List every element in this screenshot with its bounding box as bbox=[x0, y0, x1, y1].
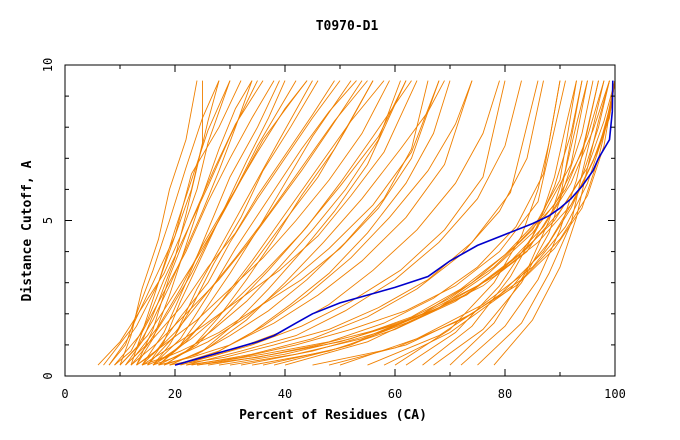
model-curve-28 bbox=[141, 80, 280, 366]
model-curve-20 bbox=[152, 80, 319, 366]
model-curve-17 bbox=[125, 80, 220, 366]
model-curve-25 bbox=[119, 80, 198, 366]
model-curve-52 bbox=[493, 80, 610, 366]
highlight-curve bbox=[174, 80, 614, 366]
model-curve-21 bbox=[158, 80, 352, 366]
model-curve-42 bbox=[240, 80, 605, 366]
model-curve-70 bbox=[196, 80, 583, 366]
tick-layer: 0 20 40 60 80 100 0 5 10 bbox=[41, 58, 626, 401]
model-curve-19 bbox=[147, 80, 286, 366]
model-curve-26 bbox=[130, 80, 231, 366]
model-curve-54 bbox=[433, 80, 594, 366]
model-curve-53 bbox=[405, 80, 583, 366]
x-tick-label-0: 0 bbox=[61, 387, 68, 401]
x-tick-label-60: 60 bbox=[388, 387, 402, 401]
model-curve-60 bbox=[108, 80, 220, 366]
x-tick-label-80: 80 bbox=[498, 387, 512, 401]
model-curve-9 bbox=[141, 80, 418, 366]
model-curve-57 bbox=[339, 80, 616, 366]
model-curve-34 bbox=[174, 80, 473, 366]
y-tick-label-5: 5 bbox=[41, 217, 55, 224]
model-curve-69 bbox=[185, 80, 566, 366]
model-curve-59 bbox=[383, 80, 616, 366]
model-curve-45 bbox=[273, 80, 616, 366]
model-curve-49 bbox=[449, 80, 588, 366]
model-curve-23 bbox=[169, 80, 407, 366]
y-axis-label: Distance Cutoff, A bbox=[20, 160, 35, 301]
model-curve-62 bbox=[125, 80, 308, 366]
model-curve-4 bbox=[114, 80, 275, 366]
model-curve-61 bbox=[114, 80, 258, 366]
model-curve-48 bbox=[422, 80, 577, 366]
model-curve-33 bbox=[169, 80, 445, 366]
x-tick-label-100: 100 bbox=[604, 387, 626, 401]
model-curve-35 bbox=[180, 80, 500, 366]
model-curve-32 bbox=[163, 80, 412, 366]
model-curve-47 bbox=[394, 80, 561, 366]
model-curve-51 bbox=[477, 80, 605, 366]
x-tick-label-40: 40 bbox=[278, 387, 292, 401]
model-curve-66 bbox=[158, 80, 473, 366]
model-curve-27 bbox=[136, 80, 264, 366]
model-curve-64 bbox=[141, 80, 407, 366]
model-curve-22 bbox=[163, 80, 374, 366]
model-curve-31 bbox=[158, 80, 385, 366]
x-axis-label: Percent of Residues (CA) bbox=[239, 408, 427, 423]
model-curve-36 bbox=[185, 80, 522, 366]
chart-title: T0970-D1 bbox=[316, 19, 379, 34]
model-curve-67 bbox=[169, 80, 506, 366]
model-curve-30 bbox=[152, 80, 357, 366]
model-curve-38 bbox=[196, 80, 561, 366]
model-curve-3 bbox=[108, 80, 242, 366]
model-curve-58 bbox=[367, 80, 616, 366]
model-curve-37 bbox=[191, 80, 544, 366]
model-curve-6 bbox=[125, 80, 335, 366]
y-tick-label-10: 10 bbox=[41, 58, 55, 72]
model-curve-50 bbox=[460, 80, 599, 366]
model-curve-63 bbox=[136, 80, 368, 366]
x-tick-label-20: 20 bbox=[168, 387, 182, 401]
model-curve-65 bbox=[152, 80, 440, 366]
model-curve-39 bbox=[207, 80, 577, 366]
model-curve-7 bbox=[130, 80, 363, 366]
model-curve-29 bbox=[147, 80, 313, 366]
model-curve-18 bbox=[136, 80, 253, 366]
model-curve-68 bbox=[174, 80, 539, 366]
model-curve-8 bbox=[136, 80, 390, 366]
model-curve-11 bbox=[119, 80, 253, 366]
series-layer bbox=[97, 80, 616, 366]
model-curve-2 bbox=[103, 80, 203, 366]
y-tick-label-0: 0 bbox=[41, 372, 55, 379]
model-curve-41 bbox=[229, 80, 599, 366]
